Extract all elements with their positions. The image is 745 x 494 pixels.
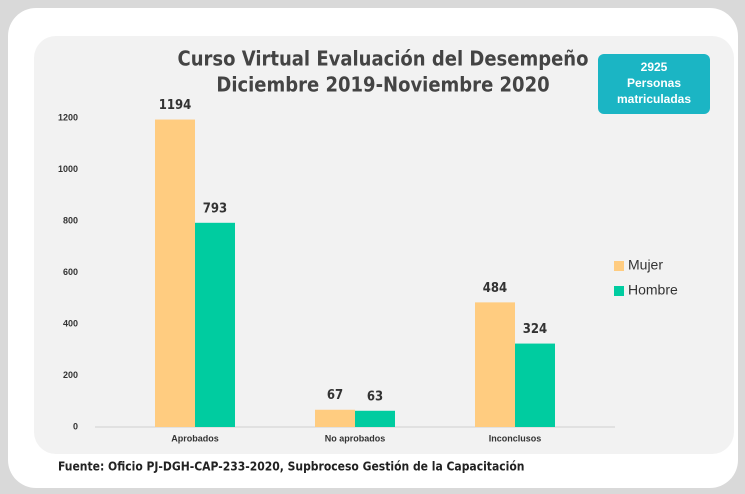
value-label: 1194 <box>159 98 192 113</box>
y-tick-label: 0 <box>73 421 78 431</box>
annotation: Personas <box>627 76 681 90</box>
bar <box>195 222 235 427</box>
value-label: 484 <box>483 281 507 296</box>
x-tick-label: Aprobados <box>171 433 219 443</box>
y-tick-label: 200 <box>63 370 78 380</box>
legend-label: Hombre <box>628 282 678 298</box>
y-tick-label: 1000 <box>58 164 78 174</box>
y-tick-label: 400 <box>63 318 78 328</box>
y-tick-label: 600 <box>63 267 78 277</box>
bar <box>475 302 515 427</box>
bar <box>515 343 555 427</box>
x-tick-label: Inconclusos <box>489 433 542 443</box>
source: Fuente: Oficio PJ-DGH-CAP-233-2020, Supb… <box>58 460 524 474</box>
value-label: 324 <box>523 322 547 337</box>
annotation-box <box>598 54 710 114</box>
annotation: 2925 <box>641 60 668 74</box>
bar <box>355 410 395 427</box>
bar <box>315 409 355 427</box>
value-label: 67 <box>327 388 343 403</box>
legend-swatch <box>614 286 624 296</box>
x-tick-label: No aprobados <box>325 433 386 443</box>
legend-swatch <box>614 261 624 271</box>
bar <box>155 119 195 428</box>
chart-title: Diciembre 2019-Noviembre 2020 <box>216 73 549 97</box>
annotation: matriculadas <box>617 92 691 106</box>
value-label: 793 <box>203 201 227 216</box>
value-label: 63 <box>367 389 383 404</box>
y-tick-label: 800 <box>63 215 78 225</box>
chart-title: Curso Virtual Evaluación del Desempeño <box>178 47 589 71</box>
y-tick-label: 1200 <box>58 112 78 122</box>
legend-label: Mujer <box>628 257 663 273</box>
